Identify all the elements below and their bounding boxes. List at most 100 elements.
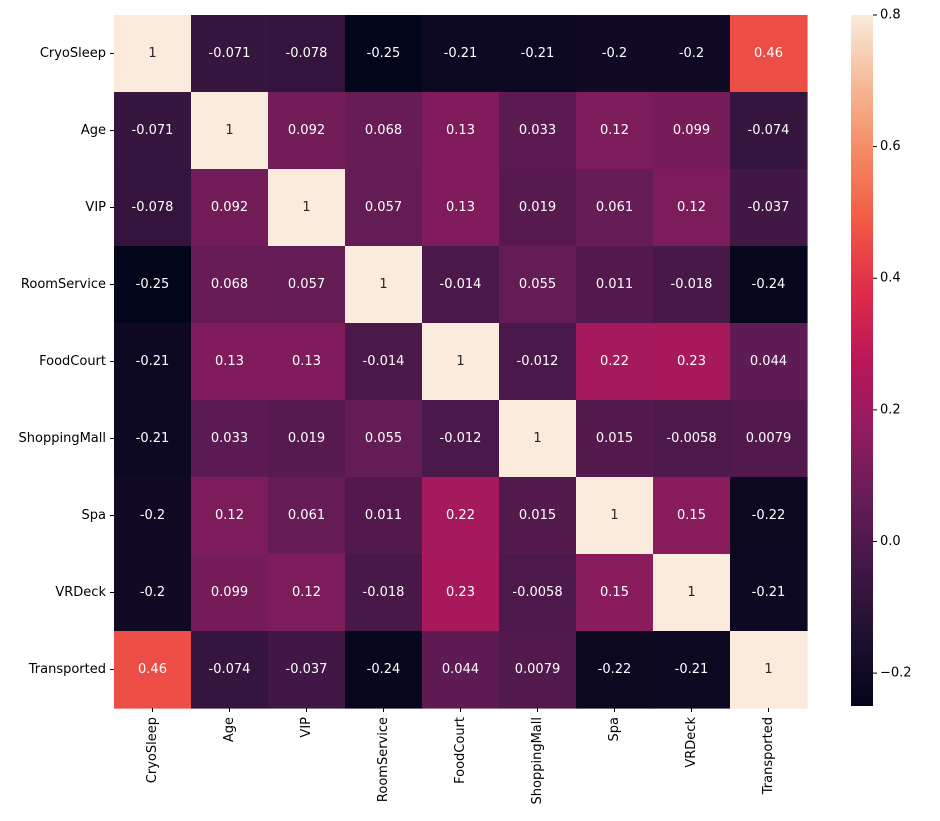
cell-annotation: 0.061 <box>288 508 325 523</box>
cell-annotation: -0.25 <box>136 277 170 292</box>
cell-annotation: 0.057 <box>365 200 402 215</box>
cell-annotation: 0.033 <box>211 431 248 446</box>
cell-annotation: 0.044 <box>442 662 479 677</box>
cell-annotation: -0.014 <box>440 277 482 292</box>
heatmap-cell-Transported-ShoppingMall <box>499 631 577 709</box>
cell-annotation: -0.012 <box>517 354 559 369</box>
cell-annotation: 1 <box>687 585 695 600</box>
heatmap-cell-RoomService-Age <box>191 246 269 324</box>
heatmap-cell-Transported-RoomService <box>345 631 423 709</box>
heatmap-cell-Age-RoomService <box>345 92 423 170</box>
y-tick-label: Spa <box>82 508 106 523</box>
heatmap-cell-ShoppingMall-Transported <box>730 400 808 478</box>
cell-annotation: -0.2 <box>140 508 165 523</box>
cell-annotation: 1 <box>610 508 618 523</box>
cell-annotation: 0.22 <box>600 354 629 369</box>
heatmap-cell-CryoSleep-Transported <box>730 15 808 93</box>
heatmap-cell-Spa-CryoSleep <box>114 477 192 555</box>
cell-annotation: -0.24 <box>367 662 401 677</box>
heatmap-cell-FoodCourt-VRDeck <box>653 323 731 401</box>
cell-annotation: 0.055 <box>365 431 402 446</box>
cell-annotation: 0.068 <box>365 123 402 138</box>
cell-annotation: 0.011 <box>365 508 402 523</box>
cell-annotation: 0.092 <box>211 200 248 215</box>
cell-annotation: 0.13 <box>292 354 321 369</box>
cell-annotation: 0.13 <box>446 123 475 138</box>
heatmap-cell-VIP-Spa <box>576 169 654 247</box>
cell-annotation: 0.23 <box>677 354 706 369</box>
cell-annotation: 1 <box>379 277 387 292</box>
cell-annotation: -0.018 <box>671 277 713 292</box>
y-tick-label: RoomService <box>21 277 106 292</box>
heatmap-cell-FoodCourt-Spa <box>576 323 654 401</box>
colorbar-tick-label: −0.2 <box>880 666 912 681</box>
heatmap-cell-CryoSleep-VRDeck <box>653 15 731 93</box>
cell-annotation: 0.099 <box>673 123 710 138</box>
heatmap-cell-ShoppingMall-CryoSleep <box>114 400 192 478</box>
heatmap-cell-Age-VIP <box>268 92 346 170</box>
x-tick-label: Age <box>222 717 237 742</box>
x-tick-label: Transported <box>761 717 776 795</box>
cell-annotation: 0.12 <box>215 508 244 523</box>
heatmap-cell-Age-VRDeck <box>653 92 731 170</box>
cell-annotation: -0.0058 <box>512 585 562 600</box>
cell-annotation: 0.12 <box>677 200 706 215</box>
heatmap-cell-RoomService-RoomService <box>345 246 423 324</box>
heatmap-cell-Spa-Transported <box>730 477 808 555</box>
heatmap-cell-Transported-VIP <box>268 631 346 709</box>
cell-annotation: -0.071 <box>209 46 251 61</box>
cell-annotation: 0.0079 <box>515 662 561 677</box>
cell-annotation: 0.033 <box>519 123 556 138</box>
heatmap-cell-VRDeck-VRDeck <box>653 554 731 632</box>
heatmap-cell-Transported-FoodCourt <box>422 631 500 709</box>
heatmap-cell-Age-Age <box>191 92 269 170</box>
cell-annotation: 0.46 <box>754 46 783 61</box>
cell-annotation: 0.057 <box>288 277 325 292</box>
heatmap-cell-ShoppingMall-FoodCourt <box>422 400 500 478</box>
heatmap-cell-Age-Transported <box>730 92 808 170</box>
heatmap-cell-VRDeck-Transported <box>730 554 808 632</box>
heatmap-cell-Spa-FoodCourt <box>422 477 500 555</box>
heatmap-cell-Spa-VRDeck <box>653 477 731 555</box>
cell-annotation: -0.22 <box>598 662 632 677</box>
cell-annotation: -0.2 <box>602 46 627 61</box>
cell-annotation: 0.019 <box>519 200 556 215</box>
heatmap-cell-VRDeck-Spa <box>576 554 654 632</box>
heatmap-cell-ShoppingMall-ShoppingMall <box>499 400 577 478</box>
y-tick-label: Age <box>81 123 106 138</box>
heatmap-cell-CryoSleep-FoodCourt <box>422 15 500 93</box>
cell-annotation: 0.46 <box>138 662 167 677</box>
y-tick-label: CryoSleep <box>40 46 106 61</box>
y-tick-labels: CryoSleep Age VIP RoomService FoodCourt Shopp… <box>19 46 114 677</box>
cell-annotation: 0.13 <box>215 354 244 369</box>
x-tick-label: VRDeck <box>684 717 699 768</box>
cell-annotation: -0.012 <box>440 431 482 446</box>
heatmap-cell-Age-CryoSleep <box>114 92 192 170</box>
y-tick-label: Transported <box>28 662 106 677</box>
cell-annotation: -0.071 <box>132 123 174 138</box>
y-tick-label: VIP <box>85 200 106 215</box>
heatmap-cell-RoomService-FoodCourt <box>422 246 500 324</box>
cell-annotation: -0.2 <box>679 46 704 61</box>
heatmap-cell-Spa-ShoppingMall <box>499 477 577 555</box>
cell-annotation: 0.15 <box>600 585 629 600</box>
heatmap-cell-FoodCourt-Transported <box>730 323 808 401</box>
heatmap-cell-VRDeck-RoomService <box>345 554 423 632</box>
heatmap-cell-VIP-ShoppingMall <box>499 169 577 247</box>
heatmap-cell-Age-FoodCourt <box>422 92 500 170</box>
x-tick-label: CryoSleep <box>145 717 160 783</box>
heatmap-cell-Transported-Spa <box>576 631 654 709</box>
cell-annotation: 0.092 <box>288 123 325 138</box>
heatmap-cell-Transported-Age <box>191 631 269 709</box>
heatmap-cell-CryoSleep-Spa <box>576 15 654 93</box>
cell-annotation: -0.0058 <box>666 431 716 446</box>
cell-annotation: 0.15 <box>677 508 706 523</box>
heatmap-cell-Transported-Transported <box>730 631 808 709</box>
colorbar-tick-label: 0.0 <box>880 534 901 549</box>
heatmap-cell-Transported-CryoSleep <box>114 631 192 709</box>
heatmap-cell-FoodCourt-Age <box>191 323 269 401</box>
cell-annotation: -0.074 <box>209 662 251 677</box>
heatmap-cell-FoodCourt-ShoppingMall <box>499 323 577 401</box>
heatmap-cell-Spa-RoomService <box>345 477 423 555</box>
heatmap-cell-FoodCourt-VIP <box>268 323 346 401</box>
